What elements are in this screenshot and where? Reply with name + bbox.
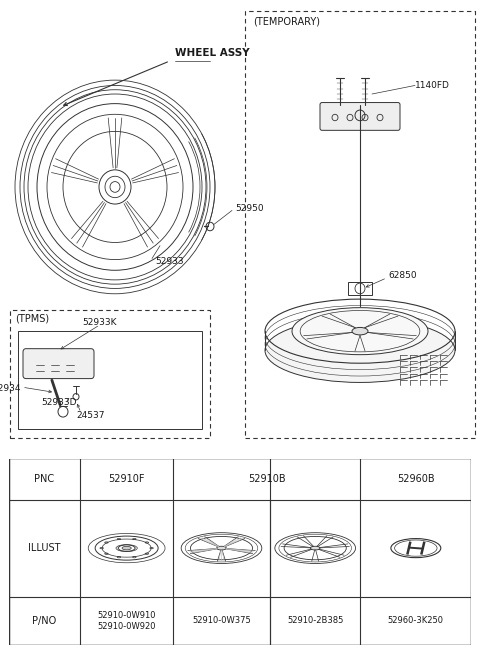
Text: P/NO: P/NO <box>32 616 57 626</box>
Text: 52933D: 52933D <box>41 398 76 407</box>
Text: WHEEL ASSY: WHEEL ASSY <box>175 48 250 58</box>
Ellipse shape <box>352 328 368 335</box>
Bar <box>348 282 372 295</box>
Text: (TEMPORARY): (TEMPORARY) <box>253 16 320 26</box>
Text: PNC: PNC <box>35 474 55 484</box>
Text: 52934: 52934 <box>0 384 21 393</box>
Text: 52933: 52933 <box>155 257 184 266</box>
Text: 52910-2B385: 52910-2B385 <box>287 616 343 626</box>
Text: (TPMS): (TPMS) <box>15 313 49 324</box>
FancyBboxPatch shape <box>23 348 94 379</box>
Text: 52960B: 52960B <box>397 474 435 484</box>
Text: 52960-3K250: 52960-3K250 <box>388 616 444 626</box>
Ellipse shape <box>311 546 320 550</box>
FancyBboxPatch shape <box>320 103 400 130</box>
Text: 52910F: 52910F <box>108 474 145 484</box>
Ellipse shape <box>265 318 455 383</box>
Text: 52933K: 52933K <box>83 318 117 327</box>
Ellipse shape <box>216 546 227 550</box>
Text: 52950: 52950 <box>235 204 264 213</box>
Text: ILLUST: ILLUST <box>28 543 61 553</box>
Text: 52910B: 52910B <box>248 474 286 484</box>
Bar <box>18 331 202 430</box>
Ellipse shape <box>122 546 131 550</box>
Text: 62850: 62850 <box>388 271 417 280</box>
Ellipse shape <box>292 308 428 354</box>
Text: 24537: 24537 <box>76 411 105 421</box>
Text: 1140FD: 1140FD <box>415 81 450 90</box>
Text: 52910-0W910
52910-0W920: 52910-0W910 52910-0W920 <box>97 610 156 631</box>
Text: 52910-0W375: 52910-0W375 <box>192 616 251 626</box>
Bar <box>245 10 475 438</box>
Bar <box>10 310 210 438</box>
